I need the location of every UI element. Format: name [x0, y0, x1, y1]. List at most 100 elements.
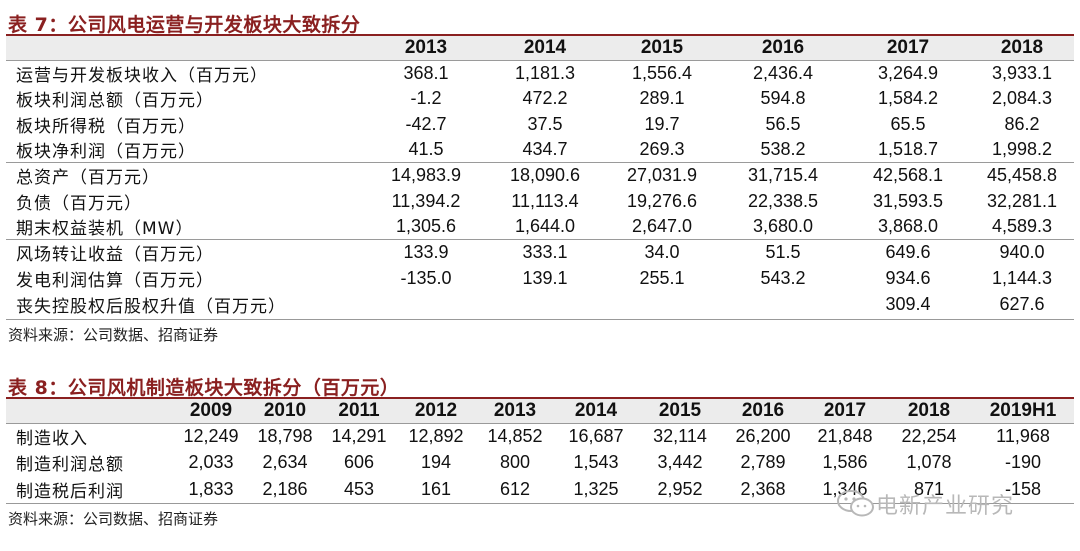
table-cell: 940.0: [970, 239, 1074, 266]
table-cell: 2,634: [262, 452, 308, 473]
table-cell: 1,325: [573, 478, 619, 499]
table-cell: 12,892: [396, 422, 476, 450]
table-cell: 627.6: [999, 293, 1045, 314]
watermark: 电新产业研究: [836, 488, 1014, 520]
row-label: 板块净利润（百万元）: [16, 142, 196, 163]
table-cell: 4,589.3: [991, 216, 1053, 237]
table-cell: 19,276.6: [626, 190, 698, 211]
table-cell: 34.0: [604, 239, 720, 266]
table8: 2009 2010 2011 2012 2013 2014 2015 2016 2017 2018…: [6, 399, 1074, 503]
table-row: 风场转让收益（百万元） 133.9 333.1 34.0 51.5 649.6 940.0: [6, 239, 1074, 266]
table-cell: 18,090.6: [486, 162, 604, 189]
table-cell: 65.5: [890, 113, 926, 134]
table-cell: 333.1: [486, 239, 604, 266]
row-label: 制造税后利润: [16, 481, 124, 502]
table-cell: 1,346: [822, 478, 868, 499]
table8-year-header: 2014: [574, 399, 618, 421]
table8-source: 资料来源：公司数据、招商证券: [8, 510, 219, 528]
table7-header-band: [6, 36, 1074, 60]
table7-top-rule: [6, 34, 1074, 36]
table8-header-row: 2009 2010 2011 2012 2013 2014 2015 2016 2017 2018…: [6, 399, 1074, 423]
table-cell: 18,798: [248, 422, 322, 450]
table-cell: 269.3: [639, 139, 685, 160]
table-cell: 32,114: [638, 422, 722, 450]
table-cell: 161: [420, 478, 452, 499]
table-cell: 543.2: [760, 267, 806, 288]
table8-year-header: 2010: [263, 399, 307, 421]
table-cell: 45,458.8: [970, 162, 1074, 189]
table-cell: -190: [1004, 452, 1042, 473]
table-cell: 649.6: [846, 239, 970, 266]
table-row: 板块所得税（百万元） -42.7 37.5 19.7 56.5 65.5 86.2: [6, 111, 1074, 137]
row-label: 发电利润估算（百万元）: [16, 270, 214, 291]
row-label: 丧失控股权后股权升值（百万元）: [16, 296, 286, 317]
table-cell: -1.2: [410, 88, 442, 109]
table-cell: -158: [1004, 478, 1042, 499]
table7-header-row: 2013 2014 2015 2016 2017 2018: [6, 36, 1074, 60]
table7-year-header: 2013: [404, 36, 448, 58]
table-cell: 2,647.0: [631, 216, 693, 237]
table-cell: 3,264.9: [846, 59, 970, 86]
table7-year-header: 2014: [523, 36, 567, 58]
table-cell: 11,113.4: [511, 190, 579, 211]
table-cell: 1,144.3: [991, 267, 1053, 288]
table7: 2013 2014 2015 2016 2017 2018 运营与开发板块收入（百万元） 3…: [6, 36, 1074, 317]
table8-year-header: 2013: [493, 399, 537, 421]
table-cell: 16,687: [554, 422, 638, 450]
table8-year-header: 2009: [189, 399, 233, 421]
table-cell: 14,291: [322, 422, 396, 450]
table-cell: 56.5: [765, 113, 801, 134]
table7-year-header: 2017: [886, 36, 930, 58]
table-cell: 3,442: [657, 452, 703, 473]
table-cell: 12,249: [174, 422, 248, 450]
table-cell: 1,556.4: [604, 59, 720, 86]
table-cell: [604, 291, 720, 317]
table-cell: 2,436.4: [720, 59, 846, 86]
table-cell: 594.8: [760, 88, 806, 109]
table-row: 制造收入 12,249 18,798 14,291 12,892 14,852 16,687…: [6, 422, 1074, 450]
table8-caption: 表 8：公司风机制造板块大致拆分（百万元）: [8, 377, 400, 399]
table7-year-header: 2016: [761, 36, 805, 58]
table8-bottom-rule: [6, 503, 1074, 504]
table-cell: 1,586: [822, 452, 868, 473]
watermark-text: 电新产业研究: [876, 494, 1015, 519]
table7-source: 资料来源：公司数据、招商证券: [8, 326, 219, 344]
table-cell: [486, 291, 604, 317]
table-cell: 27,031.9: [604, 162, 720, 189]
table-row: 丧失控股权后股权升值（百万元） 309.4 627.6: [6, 291, 1074, 317]
table-cell: 1,543: [573, 452, 619, 473]
table-cell: 800: [499, 452, 531, 473]
table8-year-header: 2015: [658, 399, 702, 421]
row-label: 板块利润总额（百万元）: [16, 91, 214, 112]
table-cell: 1,078: [906, 452, 952, 473]
table-cell: 19.7: [644, 113, 680, 134]
row-label: 制造收入: [6, 422, 174, 450]
table-row: 发电利润估算（百万元） -135.0 139.1 255.1 543.2 934.6 1,1…: [6, 266, 1074, 292]
table-cell: 2,084.3: [991, 88, 1053, 109]
table-row: 运营与开发板块收入（百万元） 368.1 1,181.3 1,556.4 2,436.4…: [6, 59, 1074, 86]
table-cell: 139.1: [522, 267, 568, 288]
table-cell: 1,181.3: [486, 59, 604, 86]
table-cell: 2,368: [740, 478, 786, 499]
table-cell: 538.2: [760, 139, 806, 160]
table8-year-header: 2012: [414, 399, 458, 421]
table-cell: 472.2: [522, 88, 568, 109]
table8-year-header: 2011: [338, 399, 380, 421]
table-cell: 1,833: [188, 478, 234, 499]
table-row: 板块净利润（百万元） 41.5 434.7 269.3 538.2 1,518.7 1,99…: [6, 137, 1074, 163]
table8-year-header: 2016: [741, 399, 785, 421]
table-row: 负债（百万元） 11,394.2 11,113.4 19,276.6 22,338.5 3…: [6, 188, 1074, 214]
table-cell: -135.0: [400, 267, 452, 288]
table-cell: 255.1: [639, 267, 685, 288]
table-cell: 434.7: [522, 139, 568, 160]
table-cell: 37.5: [527, 113, 563, 134]
table-cell: 14,983.9: [366, 162, 486, 189]
table7-bottom-rule: [6, 319, 1074, 320]
table-cell: 871: [913, 478, 945, 499]
table-cell: 21,848: [804, 422, 886, 450]
table-row: 总资产（百万元） 14,983.9 18,090.6 27,031.9 31,715.4…: [6, 162, 1074, 189]
table-cell: [366, 291, 486, 317]
row-label: 板块所得税（百万元）: [16, 116, 196, 137]
table-cell: 309.4: [885, 293, 931, 314]
table7-year-header: 2018: [1000, 36, 1044, 58]
